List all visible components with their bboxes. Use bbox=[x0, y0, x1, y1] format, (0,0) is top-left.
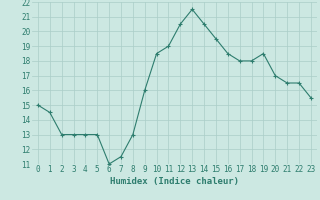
X-axis label: Humidex (Indice chaleur): Humidex (Indice chaleur) bbox=[110, 177, 239, 186]
